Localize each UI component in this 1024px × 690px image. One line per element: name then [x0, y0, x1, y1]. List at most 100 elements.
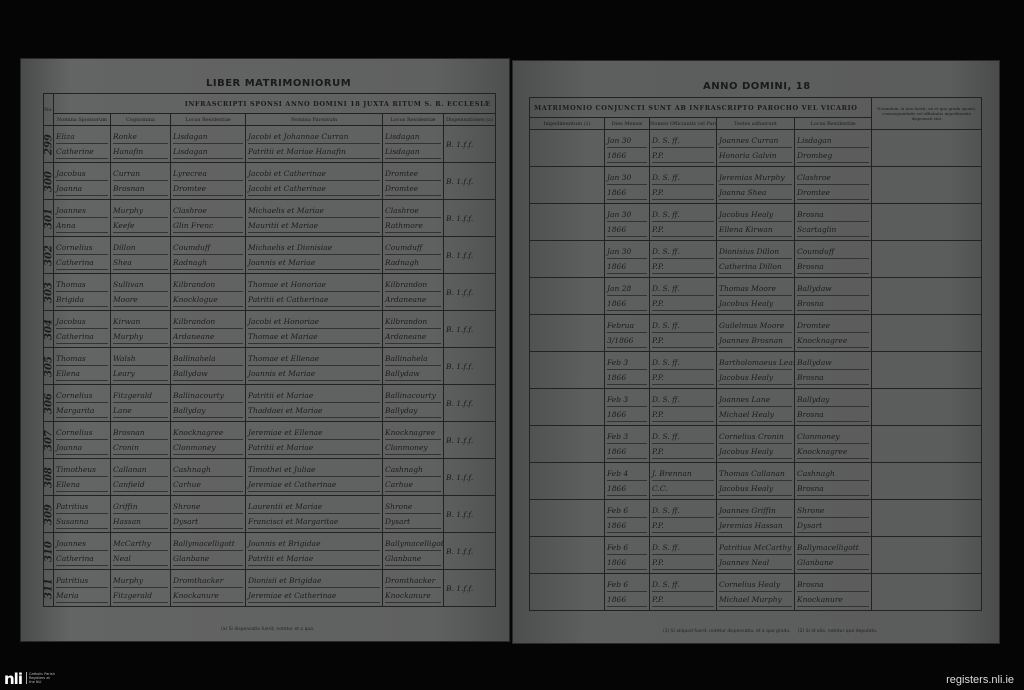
- note: [871, 462, 983, 500]
- table-row: Feb 4 1866 J. Brennan C.C. Thomas Callanan Ja…: [529, 462, 983, 500]
- impediment: [529, 166, 605, 204]
- parents-residence-line: Ballinahela: [385, 351, 441, 366]
- dispensation: B. 1.f.f.: [442, 273, 497, 311]
- column-header: Locus Residentiæ: [170, 113, 246, 126]
- marriage-date-line: Jan 30: [607, 244, 647, 259]
- parents-residence: Ballinacourty Ballyday: [382, 384, 444, 422]
- sponsor-names: Jacobus Joanna: [53, 162, 111, 200]
- witnesses-line: Jacobus Healy: [719, 481, 792, 496]
- witnesses-line: Joannes Brosnan: [719, 333, 792, 348]
- residence-line: Dysart: [173, 514, 243, 529]
- parents-residence-line: Glanbane: [385, 551, 441, 566]
- witnesses: Jacobus Healy Ellena Kirwan: [716, 203, 795, 241]
- parents-names-line: Laurentii et Mariae: [248, 499, 380, 514]
- officiant: D. S. ff. P.P.: [649, 240, 717, 278]
- surnames: Brosnan Cronin: [110, 421, 171, 459]
- surnames-line: Kirwan: [113, 314, 168, 329]
- note: [871, 351, 983, 389]
- parents-residence: Shrone Dysart: [382, 495, 444, 533]
- surnames: McCarthy Neal: [110, 532, 171, 570]
- witnesses: Thomas Callanan Jacobus Healy: [716, 462, 795, 500]
- sponsor-names: Cornelius Margarita: [53, 384, 111, 422]
- entry-number: 299: [43, 125, 54, 163]
- impediment: [529, 499, 605, 537]
- residence-line: Kilbrandon: [173, 277, 243, 292]
- sponsor-names-line: Maria: [56, 588, 108, 603]
- officiant: D. S. ff. P.P.: [649, 166, 717, 204]
- table-row: 310 Joannes Catherina McCarthy Neal Ballymace…: [43, 532, 497, 570]
- table-row: 300 Jacobus Joanna Curran Brosnan Lyrecrea Dro…: [43, 162, 497, 200]
- surnames-line: Shea: [113, 255, 168, 270]
- residence-line: Radnagh: [173, 255, 243, 270]
- table-row: Feb 6 1866 D. S. ff. P.P. Patritius McCarthy…: [529, 536, 983, 574]
- dispensation: B. 1.f.f.: [442, 384, 497, 422]
- parents-residence-line: Lisdagan: [385, 129, 441, 144]
- residence-line: Ardaneane: [173, 329, 243, 344]
- note: [871, 388, 983, 426]
- parents-residence: Dromthacker Knockanure: [382, 569, 444, 607]
- site-url[interactable]: registers.nli.ie: [946, 674, 1014, 686]
- witness-residence: Brosna Scartaglin: [793, 203, 873, 241]
- marriage-date: Jan 30 1866: [604, 166, 650, 204]
- parents-names-line: Michaelis et Mariae: [248, 203, 380, 218]
- residence-line: Knocklogue: [173, 292, 243, 307]
- marriage-date-line: 1866: [607, 518, 647, 533]
- surnames: Sullivan Moore: [110, 273, 171, 311]
- witnesses-line: Joannes Curran: [719, 133, 792, 148]
- witnesses-line: Thomas Callanan: [719, 466, 792, 481]
- witness-residence: Coumduff Brosna: [793, 240, 873, 278]
- officiant: D. S. ff. P.P.: [649, 129, 717, 167]
- dispensation: B. 1.f.f.: [442, 162, 497, 200]
- sponsor-names: Thomas Brigida: [53, 273, 111, 311]
- witnesses-line: Bartholomaeus Leary: [719, 355, 794, 370]
- residence-line: Glin Frenc: [173, 218, 243, 233]
- impediment: [529, 240, 605, 278]
- witness-residence-line: Scartaglin: [797, 222, 870, 237]
- parents-residence: Lisdagan Lisdagan: [382, 125, 444, 163]
- table-row: Feb 3 1866 D. S. ff. P.P. Cornelius Cronin Ja…: [529, 425, 983, 463]
- parents-names-line: Joannis et Mariae: [248, 255, 380, 270]
- dispensation: B. 1.f.f.: [442, 458, 497, 496]
- marriage-date-line: 1866: [607, 259, 647, 274]
- parents-residence-line: Dromthacker: [385, 573, 441, 588]
- officiant-line: C.C.: [652, 481, 714, 496]
- witness-residence: Ballymacelligott Glanbane: [793, 536, 873, 574]
- marriage-date: Feb 3 1866: [604, 388, 650, 426]
- impediment: [529, 388, 605, 426]
- sponsor-names-line: Joanna: [56, 181, 108, 196]
- residence-line: Lisdagan: [173, 129, 243, 144]
- officiant-line: J. Brennan: [652, 466, 714, 481]
- residence-line: Ballydaw: [173, 366, 243, 381]
- surnames-line: Murphy: [113, 329, 168, 344]
- witness-residence-line: Drombeg: [797, 148, 870, 163]
- officiant-line: D. S. ff.: [652, 392, 714, 407]
- witnesses-line: Jeremias Murphy: [719, 170, 792, 185]
- witnesses-line: Jeremias Hassan: [719, 518, 792, 533]
- surnames: Curran Brosnan: [110, 162, 171, 200]
- witnesses-line: Michael Healy: [719, 407, 792, 422]
- witnesses-line: Michael Murphy: [719, 592, 792, 607]
- officiant: D. S. ff. P.P.: [649, 277, 717, 315]
- parents-residence-line: Dromtee: [385, 166, 441, 181]
- witness-residence-line: Shrone: [797, 503, 870, 518]
- witness-residence-line: Coumduff: [797, 244, 870, 259]
- entry-number: 301: [43, 199, 54, 237]
- parents-names: Michaelis et Dionisiae Joannis et Mariae: [245, 236, 383, 274]
- residence-line: Knocknagree: [173, 425, 243, 440]
- marriage-date-line: 1866: [607, 407, 647, 422]
- surnames-line: Walsh: [113, 351, 168, 366]
- column-header: Dies Mensis: [604, 117, 650, 130]
- sponsor-names-line: Jacobus: [56, 314, 108, 329]
- sponsor-names-line: Catherina: [56, 551, 108, 566]
- dispensation: B. 1.f.f.: [442, 347, 497, 385]
- sponsor-names-line: Joanna: [56, 440, 108, 455]
- witnesses-line: Jacobus Healy: [719, 207, 792, 222]
- witness-residence-line: Knocknagree: [797, 333, 870, 348]
- officiant-line: D. S. ff.: [652, 429, 714, 444]
- residence-line: Dromthacker: [173, 573, 243, 588]
- parents-residence: Kilbrandon Ardaneane: [382, 273, 444, 311]
- table-row: Jan 30 1866 D. S. ff. P.P. Jacobus Healy Elle…: [529, 203, 983, 241]
- note: [871, 240, 983, 278]
- parents-names-line: Patritii et Mariae: [248, 440, 380, 455]
- surnames-line: McCarthy: [113, 536, 168, 551]
